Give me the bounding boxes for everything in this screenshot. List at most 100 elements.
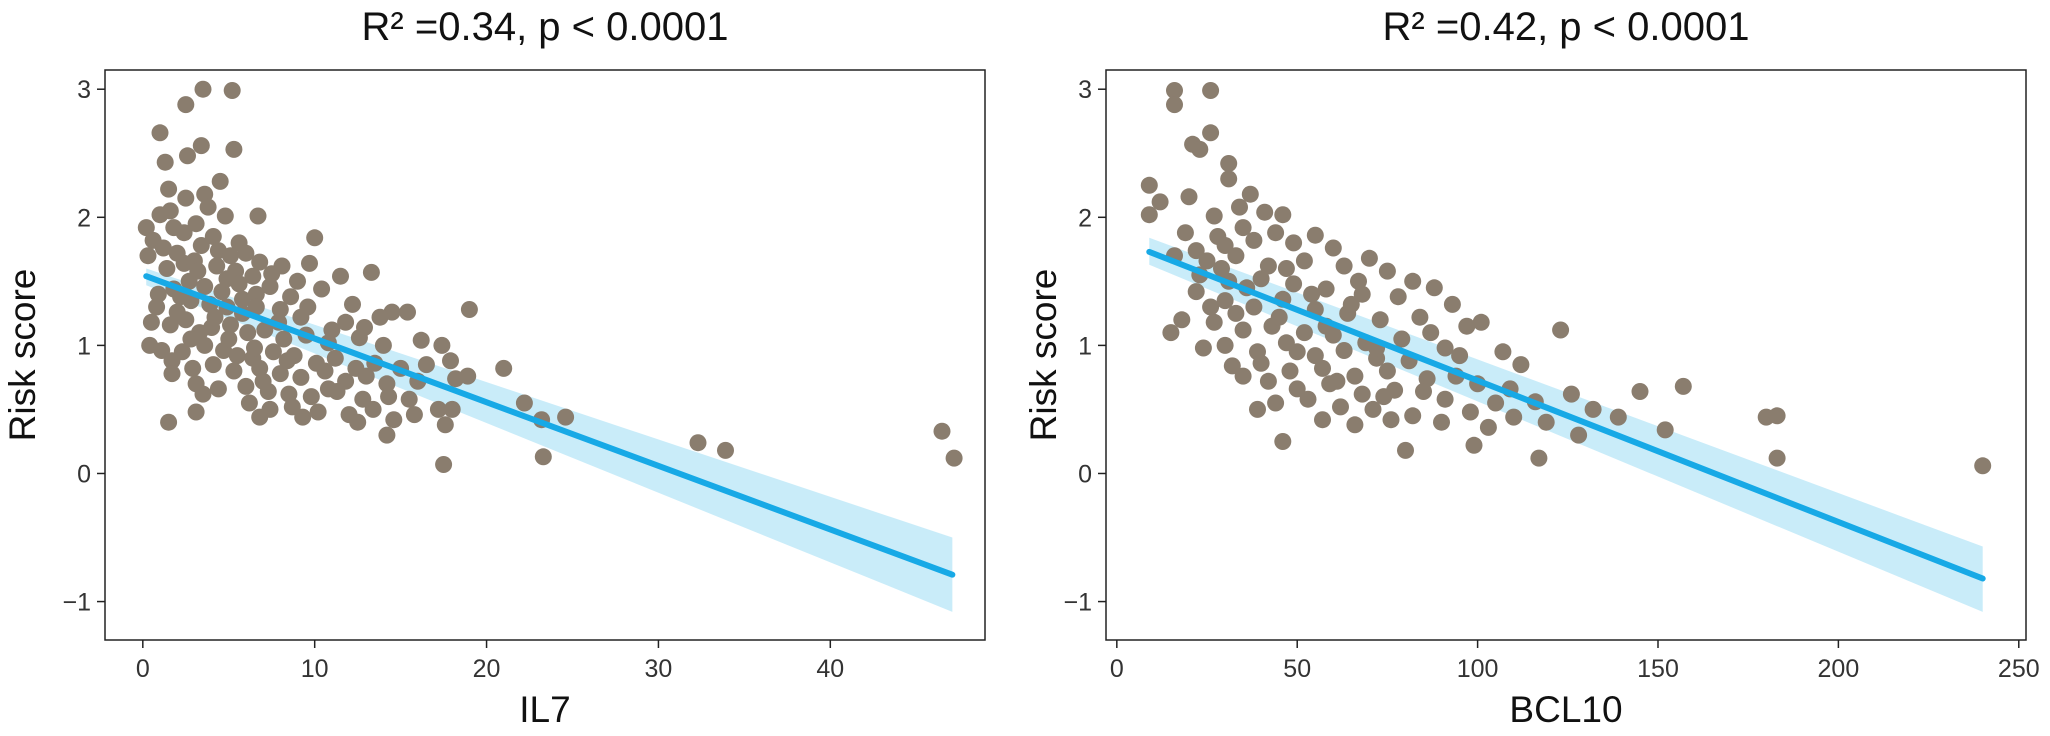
data-point: [337, 313, 355, 331]
data-point: [1267, 224, 1285, 242]
data-point: [1216, 336, 1234, 354]
data-point: [1176, 224, 1194, 242]
x-tick-label: 250: [1998, 655, 2040, 683]
data-point: [1422, 324, 1440, 342]
data-point: [1393, 330, 1411, 348]
data-point: [222, 247, 239, 265]
data-point: [1332, 398, 1349, 416]
data-point: [1256, 203, 1274, 221]
data-point: [1303, 285, 1321, 303]
scatter-panel-il7: R² =0.34, p < 0.0001 0 10 20 30 40 −1 0 1 2 3 IL7 Ri…: [2, 5, 986, 730]
data-point: [380, 388, 398, 406]
data-point: [211, 172, 229, 190]
data-point: [1252, 354, 1270, 372]
data-point: [1342, 295, 1360, 313]
y-tick-label: 0: [1078, 460, 1092, 488]
data-point: [1404, 407, 1422, 425]
x-tick-label: 40: [816, 655, 844, 683]
data-point: [1346, 367, 1364, 385]
data-point: [1415, 383, 1432, 400]
data-point: [1234, 219, 1252, 237]
data-point: [1306, 226, 1324, 244]
data-point: [1288, 380, 1306, 398]
data-point: [1191, 140, 1209, 158]
data-point: [153, 342, 171, 359]
data-point: [1267, 394, 1285, 412]
x-tick-label: 10: [301, 655, 329, 683]
data-point: [177, 96, 195, 114]
data-point: [1166, 82, 1183, 99]
data-point: [323, 321, 341, 339]
data-point: [717, 441, 734, 459]
data-point: [1436, 339, 1454, 357]
data-point: [194, 80, 212, 98]
data-point: [1140, 206, 1158, 224]
data-point: [1609, 408, 1627, 426]
data-point: [1364, 400, 1382, 418]
data-point: [1299, 390, 1317, 408]
data-point: [161, 316, 179, 334]
x-tick-label: 20: [473, 655, 501, 683]
y-tick-label: 1: [77, 332, 91, 360]
data-point: [1397, 441, 1414, 459]
data-point: [557, 408, 575, 426]
data-point: [1227, 304, 1245, 322]
data-point: [234, 290, 251, 308]
data-point: [1205, 313, 1223, 331]
data-point: [433, 336, 451, 354]
data-point: [1180, 188, 1198, 206]
data-point: [429, 400, 447, 418]
data-point: [225, 362, 243, 380]
data-point: [1768, 407, 1786, 425]
x-tick-label: 100: [1457, 655, 1499, 683]
data-point: [1530, 449, 1548, 467]
x-tick-label: 200: [1818, 655, 1860, 683]
data-point: [1216, 292, 1234, 310]
data-point: [1249, 400, 1266, 418]
data-point: [199, 198, 217, 216]
x-tick-label: 30: [645, 655, 673, 683]
data-point: [1245, 231, 1263, 249]
data-point: [1418, 370, 1436, 388]
data-point: [442, 352, 459, 370]
data-point: [319, 380, 337, 398]
data-point: [1350, 272, 1367, 290]
data-point: [1259, 372, 1277, 390]
regression-line: [143, 273, 956, 578]
data-point: [216, 207, 234, 225]
data-point: [1252, 270, 1270, 288]
y-tick-label: 3: [1078, 76, 1092, 104]
data-point: [362, 263, 380, 281]
data-point: [1360, 249, 1378, 267]
data-point: [1505, 408, 1523, 426]
data-point: [1223, 357, 1241, 375]
data-point: [1382, 411, 1400, 429]
data-point: [378, 375, 396, 393]
data-point: [301, 254, 318, 272]
data-point: [1227, 247, 1245, 265]
regression-line: [1146, 248, 1986, 582]
data-point: [251, 408, 269, 426]
data-point: [271, 301, 289, 318]
data-point: [156, 153, 174, 171]
data-point: [1173, 311, 1191, 329]
data-point: [378, 426, 396, 444]
data-point: [228, 347, 246, 365]
data-point: [1317, 280, 1335, 298]
data-point: [1202, 82, 1220, 99]
data-point: [1285, 275, 1303, 293]
data-point: [261, 278, 279, 295]
data-point: [264, 343, 282, 361]
data-point: [1202, 298, 1220, 316]
data-point: [1216, 237, 1234, 254]
x-tick-label: 50: [1283, 655, 1311, 683]
data-point: [249, 207, 267, 225]
data-point: [1465, 436, 1483, 454]
data-point: [196, 185, 214, 203]
data-point: [332, 267, 349, 285]
data-point: [222, 316, 239, 334]
data-point: [192, 237, 210, 254]
data-point: [223, 82, 241, 99]
data-point: [1314, 359, 1331, 377]
data-point: [1328, 372, 1346, 390]
